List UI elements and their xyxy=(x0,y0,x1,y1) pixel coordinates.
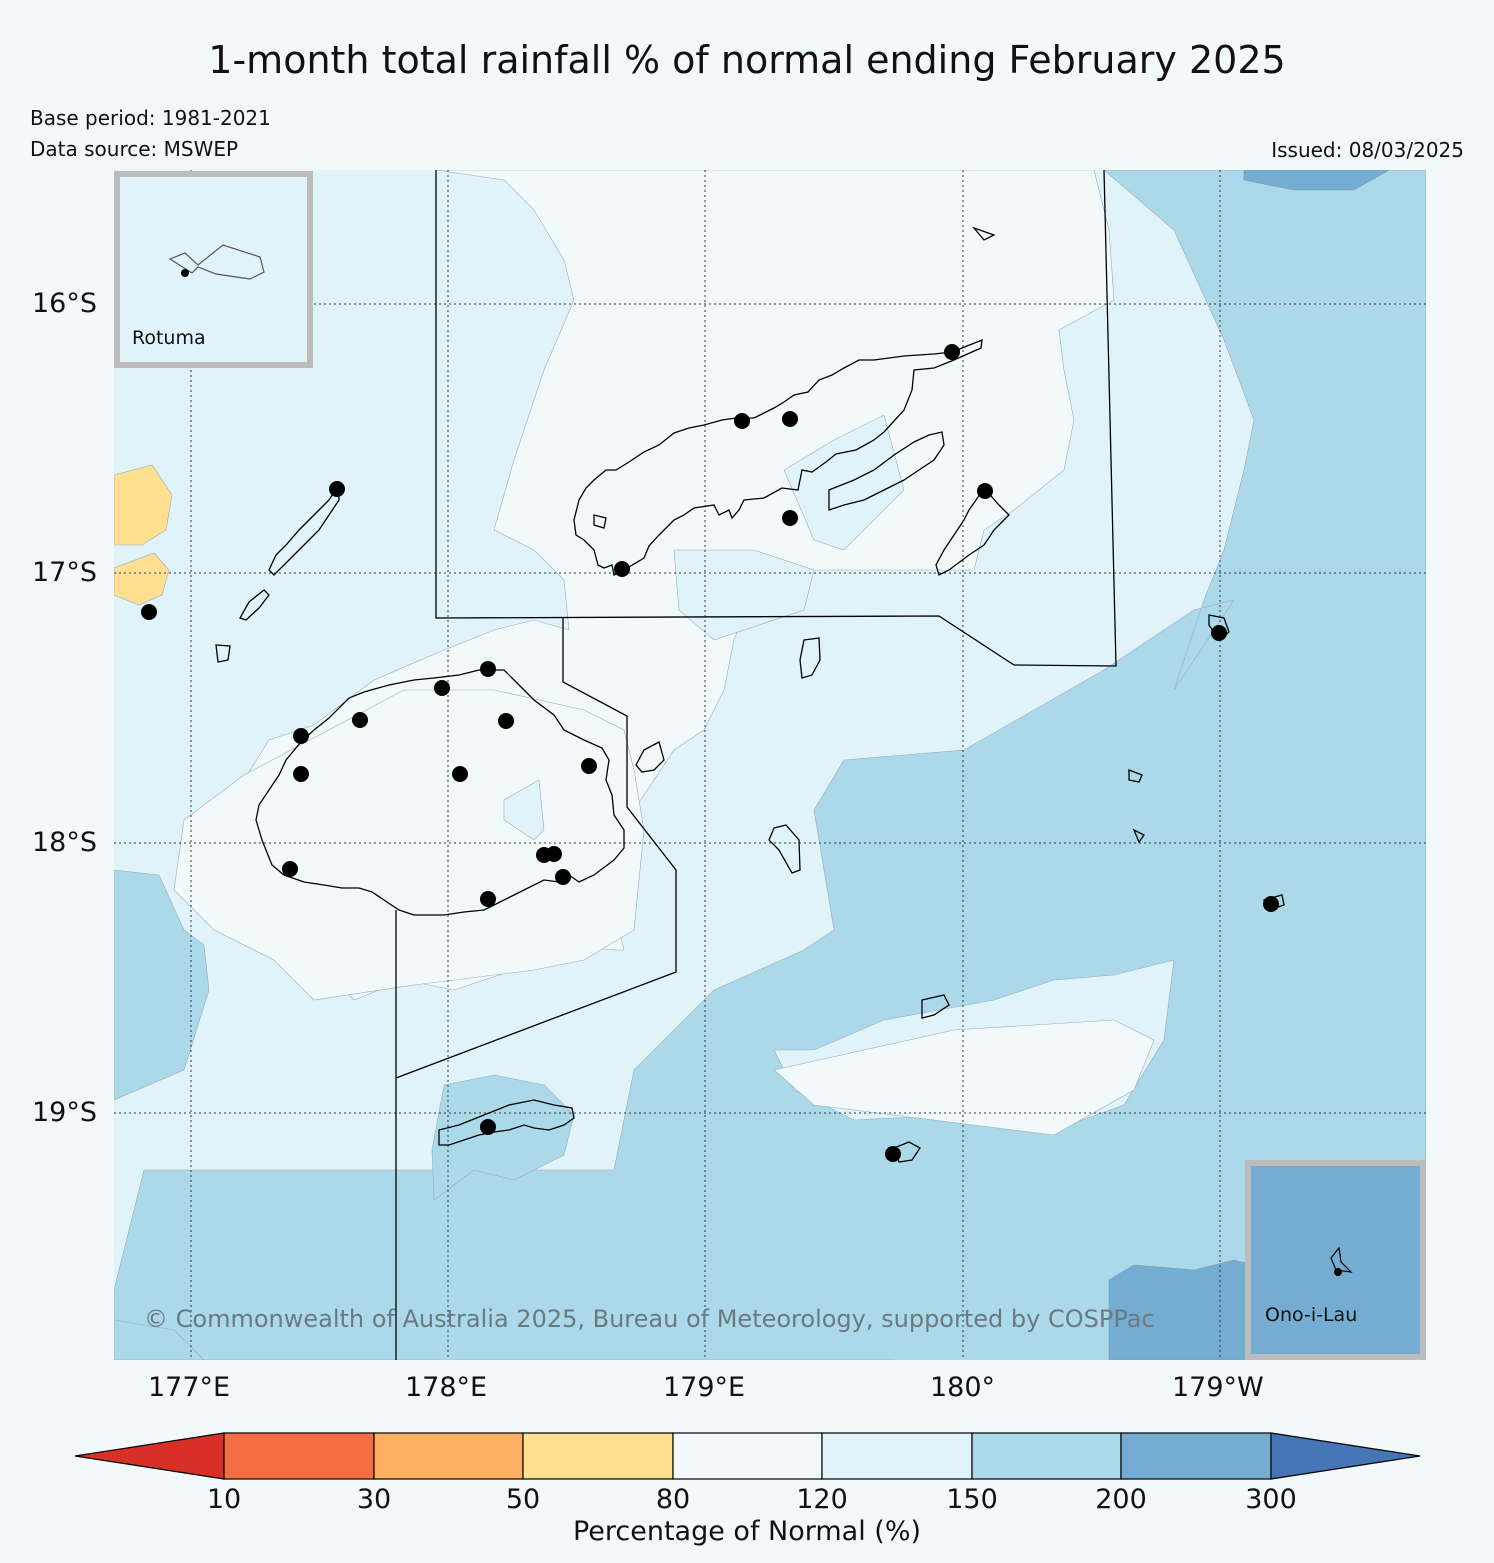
colorbar-title: Percentage of Normal (%) xyxy=(572,1516,922,1547)
island-viti-levu xyxy=(255,669,625,916)
colorbar-segment-150-200 xyxy=(971,1432,1122,1480)
lat-label-17s: 17°S xyxy=(32,557,97,588)
map-title: 1-month total rainfall % of normal endin… xyxy=(208,38,1286,82)
colorbar xyxy=(74,1432,1421,1480)
copyright-notice: © Commonwealth of Australia 2025, Bureau… xyxy=(144,1305,1155,1333)
division-boundaries xyxy=(395,170,1117,1360)
lon-label-180: 180° xyxy=(930,1372,996,1403)
data-source: Data source: MSWEP xyxy=(30,137,239,161)
rotuma-island-outline xyxy=(168,244,265,280)
rainfall-band-50-80-a xyxy=(114,464,173,546)
colorbar-segment-above-300 xyxy=(1270,1432,1421,1480)
rainfall-band-150-200-west xyxy=(114,869,210,1101)
island-kadavu xyxy=(438,1099,575,1146)
base-period: Base period: 1981-2021 xyxy=(30,106,271,130)
inset-ono-i-lau-label: Ono-i-Lau xyxy=(1265,1304,1358,1326)
lon-label-177e: 177°E xyxy=(148,1372,231,1403)
lat-label-16s: 16°S xyxy=(32,288,97,319)
colorbar-segment-80-120 xyxy=(672,1432,823,1480)
inset-rotuma: Rotuma xyxy=(114,171,313,368)
colorbar-segment-30-50 xyxy=(373,1432,524,1480)
inset-ono-i-lau: Ono-i-Lau xyxy=(1245,1160,1426,1360)
colorbar-tick-10: 10 xyxy=(206,1484,242,1515)
inset-rotuma-label: Rotuma xyxy=(132,327,206,349)
station-markers xyxy=(141,344,1279,1162)
colorbar-tick-300: 300 xyxy=(1245,1484,1297,1515)
colorbar-tick-30: 30 xyxy=(356,1484,392,1515)
ono-i-lau-island-outline xyxy=(1330,1246,1353,1276)
colorbar-tick-150: 150 xyxy=(946,1484,998,1515)
colorbar-segment-10-30 xyxy=(223,1432,375,1480)
island-taveuni xyxy=(935,486,1010,576)
island-vanua-levu xyxy=(573,338,983,576)
lon-label-178e: 178°E xyxy=(405,1372,488,1403)
island-koro xyxy=(799,637,821,679)
colorbar-tick-120: 120 xyxy=(796,1484,848,1515)
colorbar-segment-below-10 xyxy=(74,1432,225,1480)
rainfall-band-80-120-vitilevu xyxy=(173,689,645,1001)
colorbar-tick-80: 80 xyxy=(655,1484,691,1515)
colorbar-segment-50-80 xyxy=(522,1432,674,1480)
rainfall-map[interactable] xyxy=(114,170,1426,1360)
colorbar-segment-200-300 xyxy=(1120,1432,1272,1480)
rainfall-band-80-120-lau xyxy=(773,1019,1155,1136)
rainfall-band-150-200-kadavu xyxy=(431,1074,575,1201)
island-yasawa xyxy=(268,482,340,576)
lat-label-18s: 18°S xyxy=(32,827,97,858)
lon-label-179w: 179°W xyxy=(1172,1372,1264,1403)
colorbar-segment-120-150 xyxy=(821,1432,973,1480)
gridlines xyxy=(114,170,1426,1360)
rainfall-band-200-300-north xyxy=(1243,170,1390,191)
colorbar-tick-200: 200 xyxy=(1095,1484,1147,1515)
rainfall-band-50-80-b xyxy=(114,552,170,606)
colorbar-tick-50: 50 xyxy=(505,1484,541,1515)
issued-date: Issued: 08/03/2025 xyxy=(1271,138,1464,162)
lon-label-179e: 179°E xyxy=(663,1372,746,1403)
lat-label-19s: 19°S xyxy=(32,1097,97,1128)
coastlines xyxy=(215,226,1285,1163)
